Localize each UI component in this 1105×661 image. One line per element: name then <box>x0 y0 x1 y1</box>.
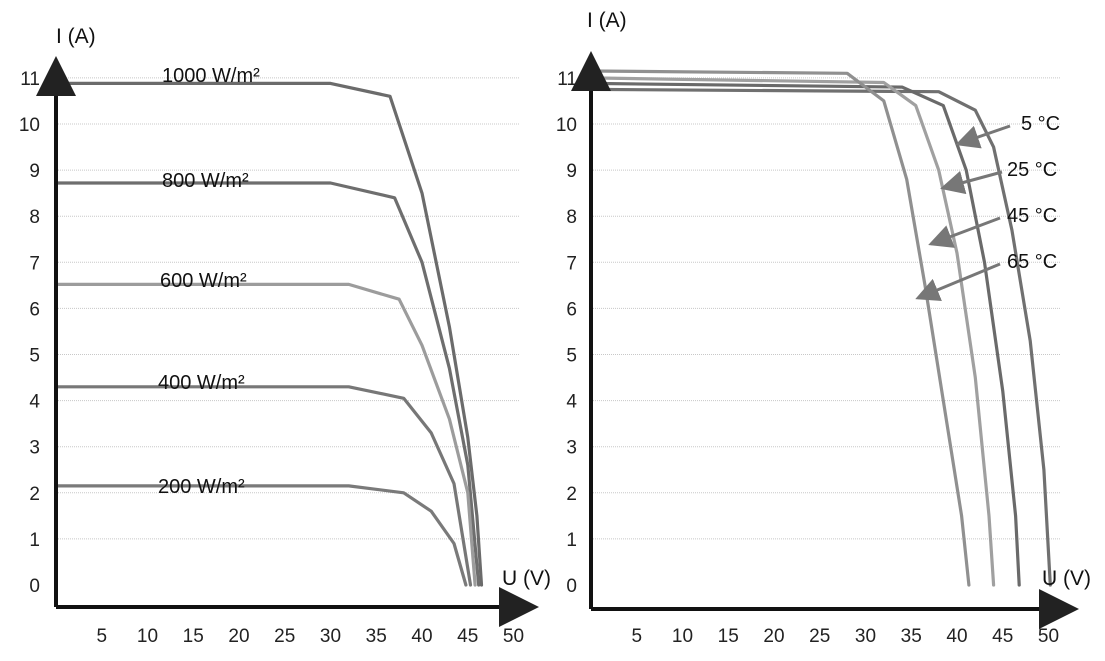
series-line <box>54 181 481 587</box>
series-label: 45 °C <box>1007 205 1057 227</box>
y-axis-label: I (A) <box>56 25 96 48</box>
series-label: 200 W/m² <box>158 476 245 498</box>
x-tick-label: 10 <box>672 626 693 647</box>
series-line <box>589 81 1021 587</box>
y-tick-label: 0 <box>566 576 577 597</box>
x-tick-label: 50 <box>1038 626 1059 647</box>
y-tick-label: 5 <box>566 346 577 367</box>
y-tick-label: 6 <box>566 299 577 320</box>
x-tick-label: 35 <box>366 626 387 647</box>
y-tick-label: 8 <box>29 207 40 228</box>
x-tick-label: 25 <box>809 626 830 647</box>
series-line <box>54 282 477 587</box>
x-tick-label: 25 <box>274 626 295 647</box>
series-label: 400 W/m² <box>158 372 245 394</box>
y-tick-label: 9 <box>29 161 40 182</box>
series-label: 25 °C <box>1007 159 1057 181</box>
series-label: 800 W/m² <box>162 170 249 192</box>
x-tick-label: 5 <box>631 626 642 647</box>
y-tick-label: 7 <box>566 253 577 274</box>
x-tick-label: 15 <box>718 626 739 647</box>
x-tick-label: 35 <box>901 626 922 647</box>
y-tick-label: 0 <box>29 576 40 597</box>
y-tick-label: 3 <box>566 438 577 459</box>
y-tick-label: 11 <box>20 69 40 90</box>
y-tick-label: 5 <box>29 346 40 367</box>
label-arrow <box>928 216 1001 248</box>
x-tick-label: 30 <box>855 626 876 647</box>
series-label: 65 °C <box>1007 251 1057 273</box>
y-tick-label: 10 <box>556 115 577 136</box>
y-tick-label: 4 <box>566 392 577 413</box>
x-tick-label: 40 <box>946 626 967 647</box>
x-tick-label: 40 <box>411 626 432 647</box>
label-arrow <box>940 170 1003 195</box>
series-line <box>589 69 971 587</box>
label-arrow <box>915 262 1001 302</box>
y-tick-label: 6 <box>29 299 40 320</box>
x-tick-label: 20 <box>228 626 249 647</box>
y-tick-label: 1 <box>566 530 577 551</box>
series-line <box>54 81 484 587</box>
series-line <box>589 87 1052 587</box>
series-line <box>589 76 996 587</box>
x-tick-label: 45 <box>992 626 1013 647</box>
x-axis-label: U (V) <box>1042 567 1091 590</box>
x-axis-label: U (V) <box>502 567 551 590</box>
y-tick-label: 1 <box>29 530 40 551</box>
y-tick-label: 11 <box>557 69 577 90</box>
x-tick-label: 50 <box>503 626 524 647</box>
y-axis-label: I (A) <box>587 9 627 32</box>
y-tick-label: 10 <box>19 115 40 136</box>
y-tick-label: 2 <box>566 484 577 505</box>
x-tick-label: 20 <box>763 626 784 647</box>
y-tick-label: 9 <box>566 161 577 182</box>
y-tick-label: 3 <box>29 438 40 459</box>
y-tick-label: 2 <box>29 484 40 505</box>
series-label: 600 W/m² <box>160 270 247 292</box>
y-tick-label: 7 <box>29 253 40 274</box>
x-tick-label: 30 <box>320 626 341 647</box>
x-tick-label: 5 <box>96 626 107 647</box>
label-arrow <box>955 124 1011 149</box>
series-label: 5 °C <box>1021 113 1060 135</box>
y-tick-label: 4 <box>29 392 40 413</box>
x-tick-label: 10 <box>137 626 158 647</box>
series-line <box>54 484 468 587</box>
x-tick-label: 45 <box>457 626 478 647</box>
x-tick-label: 15 <box>183 626 204 647</box>
series-line <box>54 385 473 587</box>
series-label: 1000 W/m² <box>162 65 260 87</box>
y-tick-label: 8 <box>566 207 577 228</box>
